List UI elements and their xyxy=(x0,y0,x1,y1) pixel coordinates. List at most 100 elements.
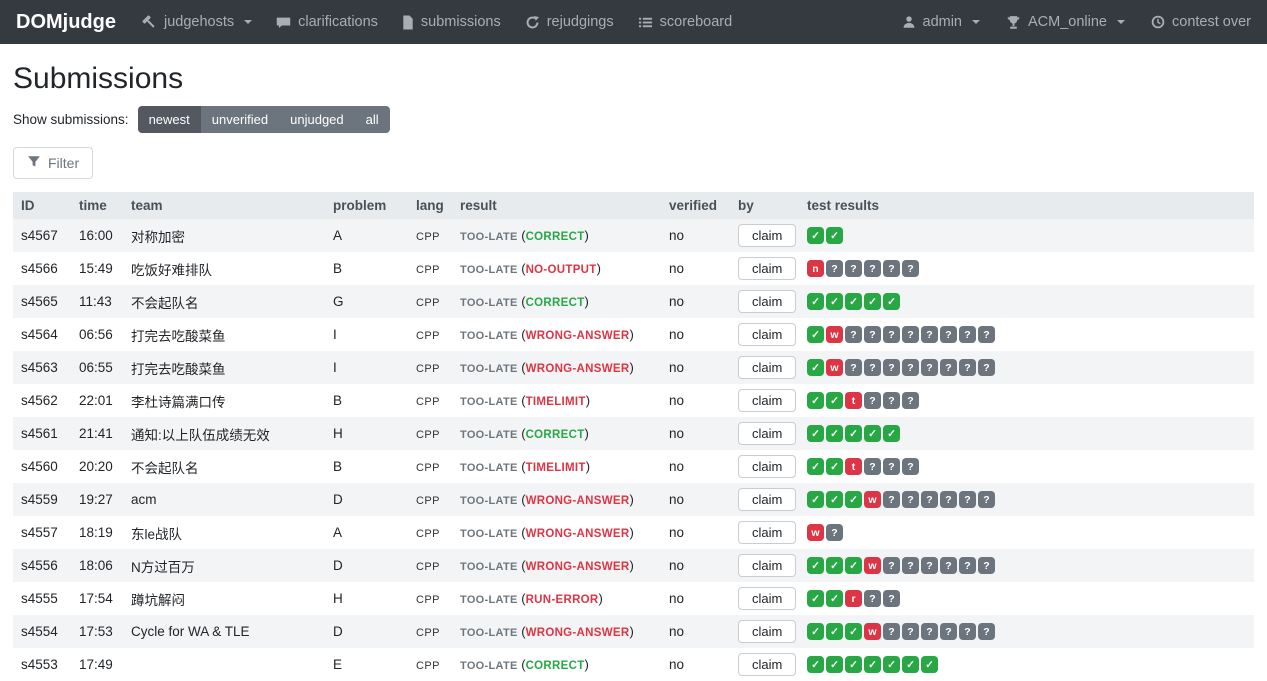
table-row[interactable]: s4564 06:56 打完去吃酸菜鱼 I CPP TOO-LATE (WRONG-ANS… xyxy=(13,318,1254,351)
test-badge-pending: ? xyxy=(883,392,900,409)
test-badge-pending: ? xyxy=(826,260,843,277)
claim-button[interactable]: claim xyxy=(738,422,797,445)
nav-menu: judgehosts clarifications submissions rejud… xyxy=(142,14,732,30)
submission-time: 11:43 xyxy=(79,294,112,309)
submission-id: s4566 xyxy=(21,261,58,276)
claim-button[interactable]: claim xyxy=(738,257,797,280)
claim-button[interactable]: claim xyxy=(738,356,797,379)
brand-domjudge[interactable]: DOMjudge xyxy=(16,10,116,33)
result-verdict: CORRECT xyxy=(525,297,585,309)
view-option-unverified[interactable]: unverified xyxy=(200,106,280,133)
result-verdict: RUN-ERROR xyxy=(525,594,599,606)
submission-id: s4561 xyxy=(21,426,58,441)
test-badge-wrong-answer: w xyxy=(864,491,881,508)
claim-button[interactable]: claim xyxy=(738,323,797,346)
test-badge-correct: ✓ xyxy=(807,590,824,607)
table-row[interactable]: s4562 22:01 李杜诗篇满口传 B CPP TOO-LATE (TIMELIMIT… xyxy=(13,384,1254,417)
claim-button[interactable]: claim xyxy=(738,653,797,676)
nav-item-contest-over[interactable]: contest over xyxy=(1151,14,1251,30)
page-title: Submissions xyxy=(13,62,184,95)
test-results: n????? xyxy=(807,260,1246,277)
test-results: ✓ ✓ t??? xyxy=(807,392,1246,409)
problem-letter: B xyxy=(333,393,343,408)
table-row[interactable]: s4553 17:49 E CPP TOO-LATE (CORRECT) no claim ✓… xyxy=(13,648,1254,681)
claim-button[interactable]: claim xyxy=(738,290,797,313)
test-badge-pending: ? xyxy=(902,458,919,475)
nav-item-submissions[interactable]: submissions xyxy=(402,14,501,30)
nav-item-label: admin xyxy=(922,14,963,30)
test-badge-wrong-answer: w xyxy=(826,326,843,343)
table-row[interactable]: s4565 11:43 不会起队名 G CPP TOO-LATE (CORRECT) no c… xyxy=(13,285,1254,318)
table-body: s4567 16:00 对称加密 A CPP TOO-LATE (CORRECT) no cl… xyxy=(13,219,1254,681)
test-badge-correct: ✓ xyxy=(864,293,881,310)
claim-button[interactable]: claim xyxy=(738,554,797,577)
view-option-all[interactable]: all xyxy=(354,106,390,133)
col-header-time: time xyxy=(71,192,123,219)
result-prefix: TOO-LATE xyxy=(460,429,518,441)
claim-button[interactable]: claim xyxy=(738,224,797,247)
table-row[interactable]: s4556 18:06 N方过百万 D CPP TOO-LATE (WRONG-ANSWE… xyxy=(13,549,1254,582)
test-badge-correct: ✓ xyxy=(845,656,862,673)
team-name: 通知:以上队伍成绩无效 xyxy=(131,427,270,443)
table-row[interactable]: s4560 20:20 不会起队名 B CPP TOO-LATE (TIMELIMIT) n… xyxy=(13,450,1254,483)
claim-button[interactable]: claim xyxy=(738,455,797,478)
test-badge-correct: ✓ xyxy=(807,227,824,244)
test-badge-pending: ? xyxy=(959,623,976,640)
table-row[interactable]: s4557 18:19 东le战队 A CPP TOO-LATE (WRONG-ANSWE… xyxy=(13,516,1254,549)
submission-id: s4560 xyxy=(21,459,58,474)
sync-icon xyxy=(525,15,540,30)
submission-time: 20:20 xyxy=(79,459,113,474)
view-option-unjudged[interactable]: unjudged xyxy=(279,106,355,133)
nav-item-clarifications[interactable]: clarifications xyxy=(276,14,378,30)
nav-item-rejudgings[interactable]: rejudgings xyxy=(525,14,614,30)
test-badge-pending: ? xyxy=(864,458,881,475)
verified-status: no xyxy=(669,624,685,639)
table-row[interactable]: s4563 06:55 打完去吃酸菜鱼 I CPP TOO-LATE (WRONG-ANS… xyxy=(13,351,1254,384)
submission-id: s4565 xyxy=(21,294,58,309)
table-row[interactable]: s4555 17:54 蹲坑解闷 H CPP TOO-LATE (RUN-ERROR) no… xyxy=(13,582,1254,615)
clock-icon xyxy=(1151,15,1165,29)
test-badge-correct: ✓ xyxy=(902,656,919,673)
view-option-newest[interactable]: newest xyxy=(137,106,201,133)
test-badge-pending: ? xyxy=(864,359,881,376)
test-badge-pending: ? xyxy=(845,260,862,277)
test-badge-pending: ? xyxy=(902,260,919,277)
table-row[interactable]: s4559 19:27 acm D CPP TOO-LATE (WRONG-ANSWER)… xyxy=(13,483,1254,516)
test-badge-correct: ✓ xyxy=(826,458,843,475)
col-header-by: by xyxy=(730,192,799,219)
problem-letter: E xyxy=(333,657,343,672)
list-icon xyxy=(638,15,653,30)
nav-item-judgehosts[interactable]: judgehosts xyxy=(142,14,253,30)
claim-button[interactable]: claim xyxy=(738,587,797,610)
language: CPP xyxy=(416,462,440,474)
result-cell: TOO-LATE (NO-OUTPUT) xyxy=(460,261,601,276)
test-badge-pending: ? xyxy=(940,359,957,376)
claim-button[interactable]: claim xyxy=(738,488,797,511)
table-row[interactable]: s4561 21:41 通知:以上队伍成绩无效 H CPP TOO-LATE (CORRE… xyxy=(13,417,1254,450)
test-badge-correct: ✓ xyxy=(883,425,900,442)
table-row[interactable]: s4554 17:53 Cycle for WA & TLE D CPP TOO-LATE… xyxy=(13,615,1254,648)
table-row[interactable]: s4567 16:00 对称加密 A CPP TOO-LATE (CORRECT) no cl… xyxy=(13,219,1254,252)
claim-button[interactable]: claim xyxy=(738,389,797,412)
result-cell: TOO-LATE (WRONG-ANSWER) xyxy=(460,360,634,375)
filter-button-label: Filter xyxy=(48,155,80,171)
submission-id: s4567 xyxy=(21,228,58,243)
language: CPP xyxy=(416,660,440,672)
result-prefix: TOO-LATE xyxy=(460,330,518,342)
caret-down-icon xyxy=(244,20,253,24)
filter-button[interactable]: Filter xyxy=(13,147,94,179)
nav-item-acm-online[interactable]: ACM_online xyxy=(1006,14,1125,30)
table-header: ID time team problem lang result verifie… xyxy=(13,192,1254,219)
language: CPP xyxy=(416,627,440,639)
claim-button[interactable]: claim xyxy=(738,521,797,544)
test-badge-correct: ✓ xyxy=(807,359,824,376)
table-row[interactable]: s4566 15:49 吃饭好难排队 B CPP TOO-LATE (NO-OUTPUT)… xyxy=(13,252,1254,285)
col-header-lang: lang xyxy=(408,192,452,219)
result-prefix: TOO-LATE xyxy=(460,363,518,375)
nav-item-scoreboard[interactable]: scoreboard xyxy=(638,14,732,30)
nav-item-admin[interactable]: admin xyxy=(902,14,980,30)
claim-button[interactable]: claim xyxy=(738,620,797,643)
result-prefix: TOO-LATE xyxy=(460,660,518,672)
test-badge-correct: ✓ xyxy=(807,656,824,673)
problem-letter: I xyxy=(333,360,337,375)
